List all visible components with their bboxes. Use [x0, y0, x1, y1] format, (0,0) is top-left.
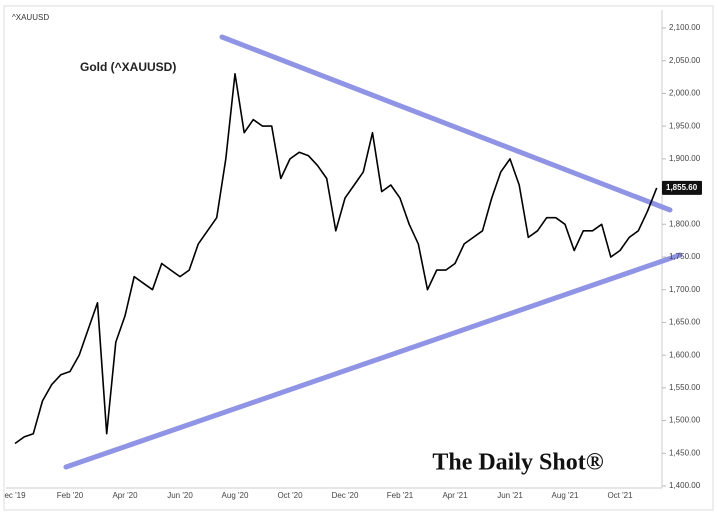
y-tick-label: 1,550.00 [669, 383, 701, 392]
trend-line-upper [219, 34, 673, 213]
ticker: ^XAUUSD [12, 13, 49, 22]
x-tick-label: Jun '21 [497, 491, 523, 500]
y-tick-label: 1,400.00 [669, 481, 701, 490]
x-tick-label: Apr '20 [112, 491, 138, 500]
x-tick-label: Aug '20 [222, 491, 249, 500]
watermark: The Daily Shot® [432, 450, 603, 476]
y-tick-label: 1,450.00 [669, 448, 701, 457]
x-tick-label: Feb '21 [387, 491, 414, 500]
x-tick-label: Oct '20 [277, 491, 303, 500]
y-tick-label: 2,100.00 [669, 23, 701, 32]
x-tick-label: Oct '21 [607, 491, 633, 500]
y-tick-label: 1,950.00 [669, 121, 701, 130]
y-tick-label: 1,800.00 [669, 219, 701, 228]
y-tick-label: 1,700.00 [669, 285, 701, 294]
y-tick-label: 2,050.00 [669, 56, 701, 65]
x-tick-label: Dec '20 [332, 491, 359, 500]
x-tick-label: ec '19 [4, 491, 26, 500]
price-line [14, 73, 658, 445]
last-value-label: 1,855.60 [666, 183, 698, 192]
chart-title: Gold (^XAUUSD) [80, 60, 176, 74]
last-value-box [662, 180, 702, 195]
y-tick-label: 1,750.00 [669, 252, 701, 261]
x-tick-label: Jun '20 [167, 491, 193, 500]
y-tick-label: 2,000.00 [669, 89, 701, 98]
y-tick-label: 1,650.00 [669, 318, 701, 327]
trend-line-lower [63, 252, 683, 470]
x-tick-label: Aug '21 [552, 491, 579, 500]
chart-frame [3, 5, 714, 511]
y-tick-label: 1,500.00 [669, 416, 701, 425]
y-tick-label: 1,600.00 [669, 350, 701, 359]
x-tick-label: Feb '20 [57, 491, 84, 500]
y-tick-label: 1,900.00 [669, 154, 701, 163]
x-tick-label: Apr '21 [442, 491, 468, 500]
